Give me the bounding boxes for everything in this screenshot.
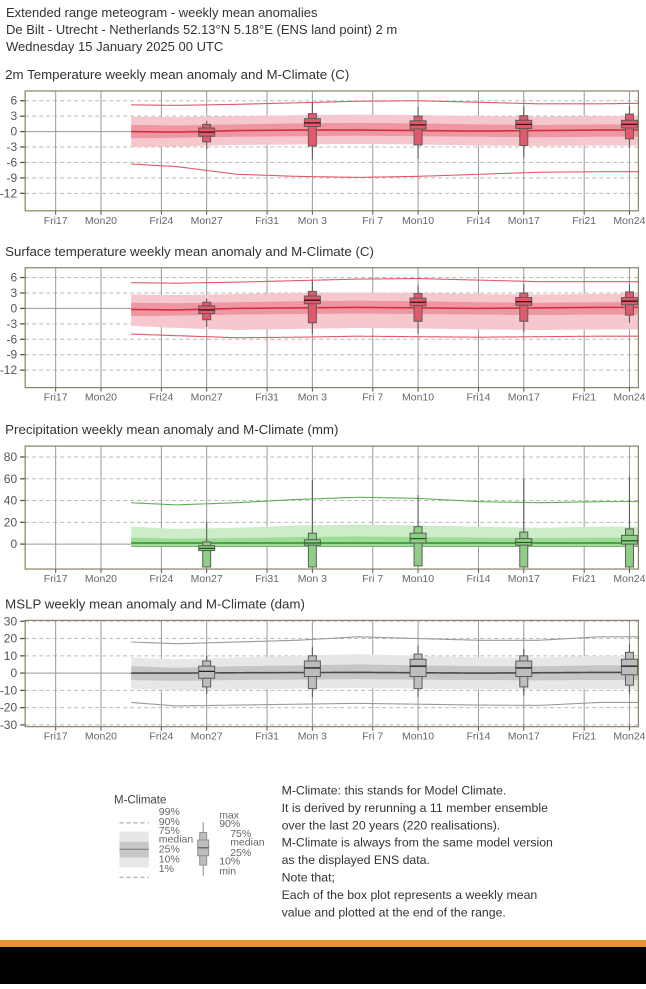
svg-text:6: 6	[10, 94, 17, 108]
svg-text:10: 10	[4, 649, 18, 663]
svg-text:20: 20	[4, 515, 18, 529]
svg-text:-9: -9	[6, 348, 17, 362]
svg-text:as the displayed ENS data.: as the displayed ENS data.	[282, 853, 430, 867]
svg-text:-9: -9	[6, 171, 17, 185]
svg-text:Mon27: Mon27	[191, 731, 223, 743]
svg-text:It is derived by rerunning a 1: It is derived by rerunning a 11 member e…	[282, 801, 549, 815]
svg-text:Mon10: Mon10	[402, 573, 434, 585]
svg-text:over the last 20 years (220 r: over the last 20 years (220 realisations…	[282, 818, 501, 832]
svg-text:6: 6	[10, 271, 17, 285]
svg-text:value and plotted at the end o: value and plotted at the end of the rang…	[282, 905, 506, 919]
svg-text:0: 0	[10, 537, 17, 551]
svg-text:Mon24: Mon24	[613, 573, 645, 585]
svg-text:Surface temperature weekly mea: Surface temperature weekly mean anomaly …	[5, 244, 374, 259]
svg-text:Fri31: Fri31	[255, 731, 279, 743]
svg-text:Fri 7: Fri 7	[362, 392, 383, 404]
svg-text:Mon17: Mon17	[508, 215, 540, 227]
svg-text:Fri31: Fri31	[255, 215, 279, 227]
svg-text:Fri 7: Fri 7	[362, 731, 383, 743]
svg-text:40: 40	[4, 494, 18, 508]
svg-text:Fri24: Fri24	[149, 215, 173, 227]
svg-text:Each of the box plot represent: Each of the box plot represents a weekly…	[282, 888, 538, 902]
svg-text:Fri17: Fri17	[44, 573, 68, 585]
svg-text:Mon24: Mon24	[613, 215, 645, 227]
svg-text:Fri 7: Fri 7	[362, 573, 383, 585]
svg-text:Mon 3: Mon 3	[298, 392, 327, 404]
svg-text:Fri14: Fri14	[467, 392, 491, 404]
svg-text:Mon 3: Mon 3	[298, 573, 327, 585]
svg-text:Fri 7: Fri 7	[362, 215, 383, 227]
svg-text:Fri24: Fri24	[149, 392, 173, 404]
svg-text:Fri24: Fri24	[149, 573, 173, 585]
svg-text:Mon27: Mon27	[191, 573, 223, 585]
svg-text:80: 80	[4, 450, 18, 464]
svg-text:Mon 3: Mon 3	[298, 731, 327, 743]
svg-text:Mon27: Mon27	[191, 392, 223, 404]
svg-text:Fri14: Fri14	[467, 731, 491, 743]
svg-text:-6: -6	[6, 332, 17, 346]
svg-text:Mon20: Mon20	[85, 731, 117, 743]
svg-text:Mon 3: Mon 3	[298, 215, 327, 227]
svg-text:30: 30	[4, 614, 18, 628]
svg-text:-12: -12	[0, 363, 17, 377]
svg-text:Mon20: Mon20	[85, 573, 117, 585]
svg-text:Note that;: Note that;	[282, 871, 335, 885]
svg-text:MSLP weekly mean anomaly and M: MSLP weekly mean anomaly and M-Climate (…	[5, 596, 305, 611]
svg-text:Fri21: Fri21	[572, 731, 596, 743]
svg-text:-3: -3	[6, 140, 17, 154]
svg-text:1%: 1%	[159, 863, 174, 875]
svg-text:Mon17: Mon17	[508, 731, 540, 743]
svg-text:-10: -10	[0, 683, 17, 697]
svg-text:Mon10: Mon10	[402, 731, 434, 743]
svg-text:-3: -3	[6, 317, 17, 331]
svg-text:Mon20: Mon20	[85, 215, 117, 227]
svg-text:Fri17: Fri17	[44, 731, 68, 743]
svg-text:-6: -6	[6, 155, 17, 169]
svg-text:Fri14: Fri14	[467, 215, 491, 227]
svg-text:Fri14: Fri14	[467, 573, 491, 585]
svg-text:2m Temperature weekly mean ano: 2m Temperature weekly mean anomaly and M…	[5, 67, 349, 82]
svg-text:Fri24: Fri24	[149, 731, 173, 743]
svg-text:Mon10: Mon10	[402, 392, 434, 404]
svg-text:-20: -20	[0, 701, 17, 715]
svg-text:Mon17: Mon17	[508, 573, 540, 585]
svg-text:M-Climate: this stands for Mod: M-Climate: this stands for Model Climate…	[282, 784, 507, 798]
svg-text:0: 0	[10, 666, 17, 680]
svg-text:Mon20: Mon20	[85, 392, 117, 404]
svg-text:Mon24: Mon24	[613, 731, 645, 743]
svg-text:Fri21: Fri21	[572, 215, 596, 227]
svg-text:20: 20	[4, 632, 18, 646]
svg-text:Mon17: Mon17	[508, 392, 540, 404]
svg-text:0: 0	[10, 125, 17, 139]
svg-text:Fri31: Fri31	[255, 573, 279, 585]
svg-text:3: 3	[10, 109, 17, 123]
svg-text:Precipitation weekly mean anom: Precipitation weekly mean anomaly and M-…	[5, 422, 338, 437]
svg-text:Fri31: Fri31	[255, 392, 279, 404]
svg-text:-30: -30	[0, 718, 17, 732]
svg-text:M-Climate is always from the s: M-Climate is always from the same model …	[282, 836, 553, 850]
svg-text:-12: -12	[0, 186, 17, 200]
svg-text:min: min	[219, 866, 236, 878]
svg-text:60: 60	[4, 472, 18, 486]
svg-text:Fri17: Fri17	[44, 215, 68, 227]
svg-text:M-Climate: M-Climate	[114, 795, 166, 807]
svg-text:Fri21: Fri21	[572, 392, 596, 404]
svg-text:Mon24: Mon24	[613, 392, 645, 404]
svg-text:Fri17: Fri17	[44, 392, 68, 404]
svg-text:3: 3	[10, 286, 17, 300]
svg-text:Mon27: Mon27	[191, 215, 223, 227]
svg-text:Mon10: Mon10	[402, 215, 434, 227]
svg-text:0: 0	[10, 301, 17, 315]
svg-text:Fri21: Fri21	[572, 573, 596, 585]
